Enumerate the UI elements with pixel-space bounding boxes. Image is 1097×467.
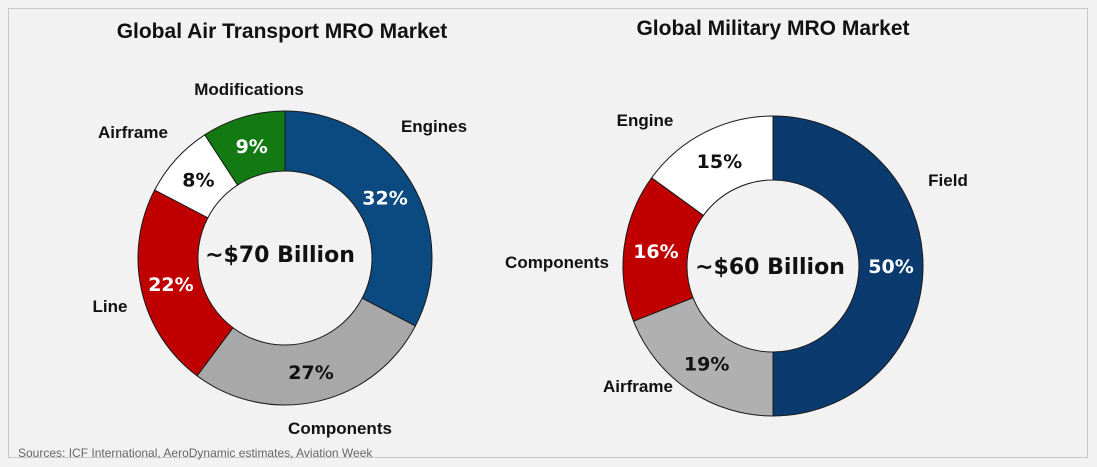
source-note: Sources: ICF International, AeroDynamic … — [18, 446, 373, 460]
value-label-engines: 32% — [362, 187, 407, 209]
slice-engines — [284, 110, 433, 327]
chart-title-air-transport: Global Air Transport MRO Market — [117, 20, 448, 43]
category-label-field: Field — [928, 171, 968, 190]
category-label-airframe: Airframe — [603, 377, 673, 396]
donut-air-transport: 32% Engines 27% Components 22% Line 8% Airframe… — [93, 80, 468, 438]
category-label-airframe: Airframe — [98, 123, 168, 142]
category-label-components: Components — [505, 253, 609, 272]
slice-engine — [650, 115, 774, 217]
category-label-line: Line — [93, 297, 128, 316]
category-label-engine: Engine — [617, 111, 674, 130]
value-label-airframe: 19% — [684, 354, 729, 376]
value-label-engine: 15% — [697, 151, 742, 173]
value-label-field: 50% — [868, 256, 913, 278]
category-label-modifications: Modifications — [194, 80, 304, 99]
value-label-components: 27% — [288, 362, 333, 384]
slice-modifications — [204, 110, 286, 186]
slice-field — [772, 115, 924, 417]
slice-components — [196, 297, 417, 406]
value-label-airframe: 8% — [182, 169, 214, 191]
value-label-modifications: 9% — [236, 136, 268, 158]
center-label-military: ~$60 Billion — [695, 255, 845, 280]
center-label-air-transport: ~$70 Billion — [205, 243, 355, 268]
category-label-components: Components — [288, 419, 392, 438]
chart-title-military: Global Military MRO Market — [636, 17, 909, 40]
donut-military: 50% Field 19% Airframe 16% Components 15% Engin… — [505, 111, 968, 417]
slice-line — [137, 189, 234, 377]
category-label-engines: Engines — [401, 117, 467, 136]
value-label-line: 22% — [148, 274, 193, 296]
value-label-components: 16% — [633, 241, 678, 263]
